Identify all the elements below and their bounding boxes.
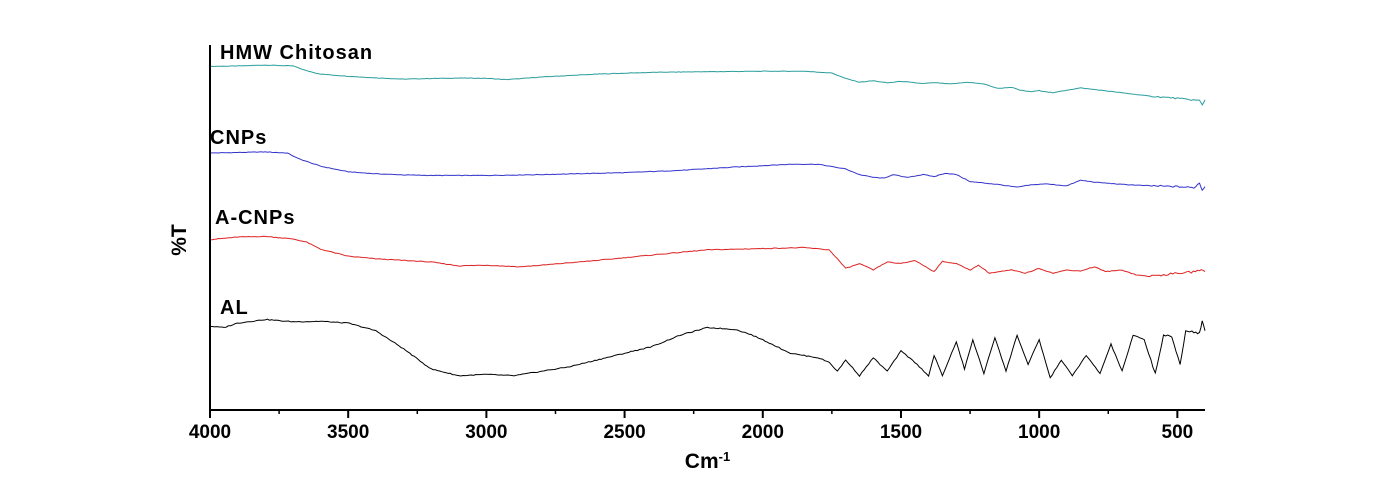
x-tick-label: 2000 bbox=[742, 422, 784, 443]
series-label-hmw-chitosan: HMW Chitosan bbox=[220, 42, 373, 64]
series-labels: HMW Chitosan CNPs A-CNPs AL bbox=[210, 42, 373, 319]
x-axis-title: Cm-1 bbox=[685, 449, 730, 474]
plot-area bbox=[209, 64, 1206, 379]
x-ticks: 4000 3500 3000 2500 2000 1500 1000 500 bbox=[189, 410, 1193, 443]
series-label-al: AL bbox=[220, 297, 249, 319]
x-axis-title-sup: -1 bbox=[719, 449, 731, 464]
x-tick-label: 500 bbox=[1162, 422, 1194, 443]
series-line-cnps bbox=[209, 151, 1206, 192]
series-line-hmw-chitosan bbox=[209, 64, 1206, 106]
y-axis-title: %T bbox=[168, 224, 191, 256]
x-tick-label: 1000 bbox=[1018, 422, 1060, 443]
x-tick-label: 2500 bbox=[603, 422, 645, 443]
series-label-cnps: CNPs bbox=[210, 127, 267, 149]
x-tick-label: 1500 bbox=[880, 422, 922, 443]
series-line-al bbox=[210, 318, 1206, 379]
series-label-a-cnps: A-CNPs bbox=[215, 207, 295, 229]
x-tick-label: 4000 bbox=[189, 422, 231, 443]
series-line-a-cnps bbox=[209, 235, 1206, 278]
x-tick-label: 3500 bbox=[327, 422, 369, 443]
x-tick-label: 3000 bbox=[465, 422, 507, 443]
x-axis-title-base: Cm bbox=[685, 450, 719, 473]
